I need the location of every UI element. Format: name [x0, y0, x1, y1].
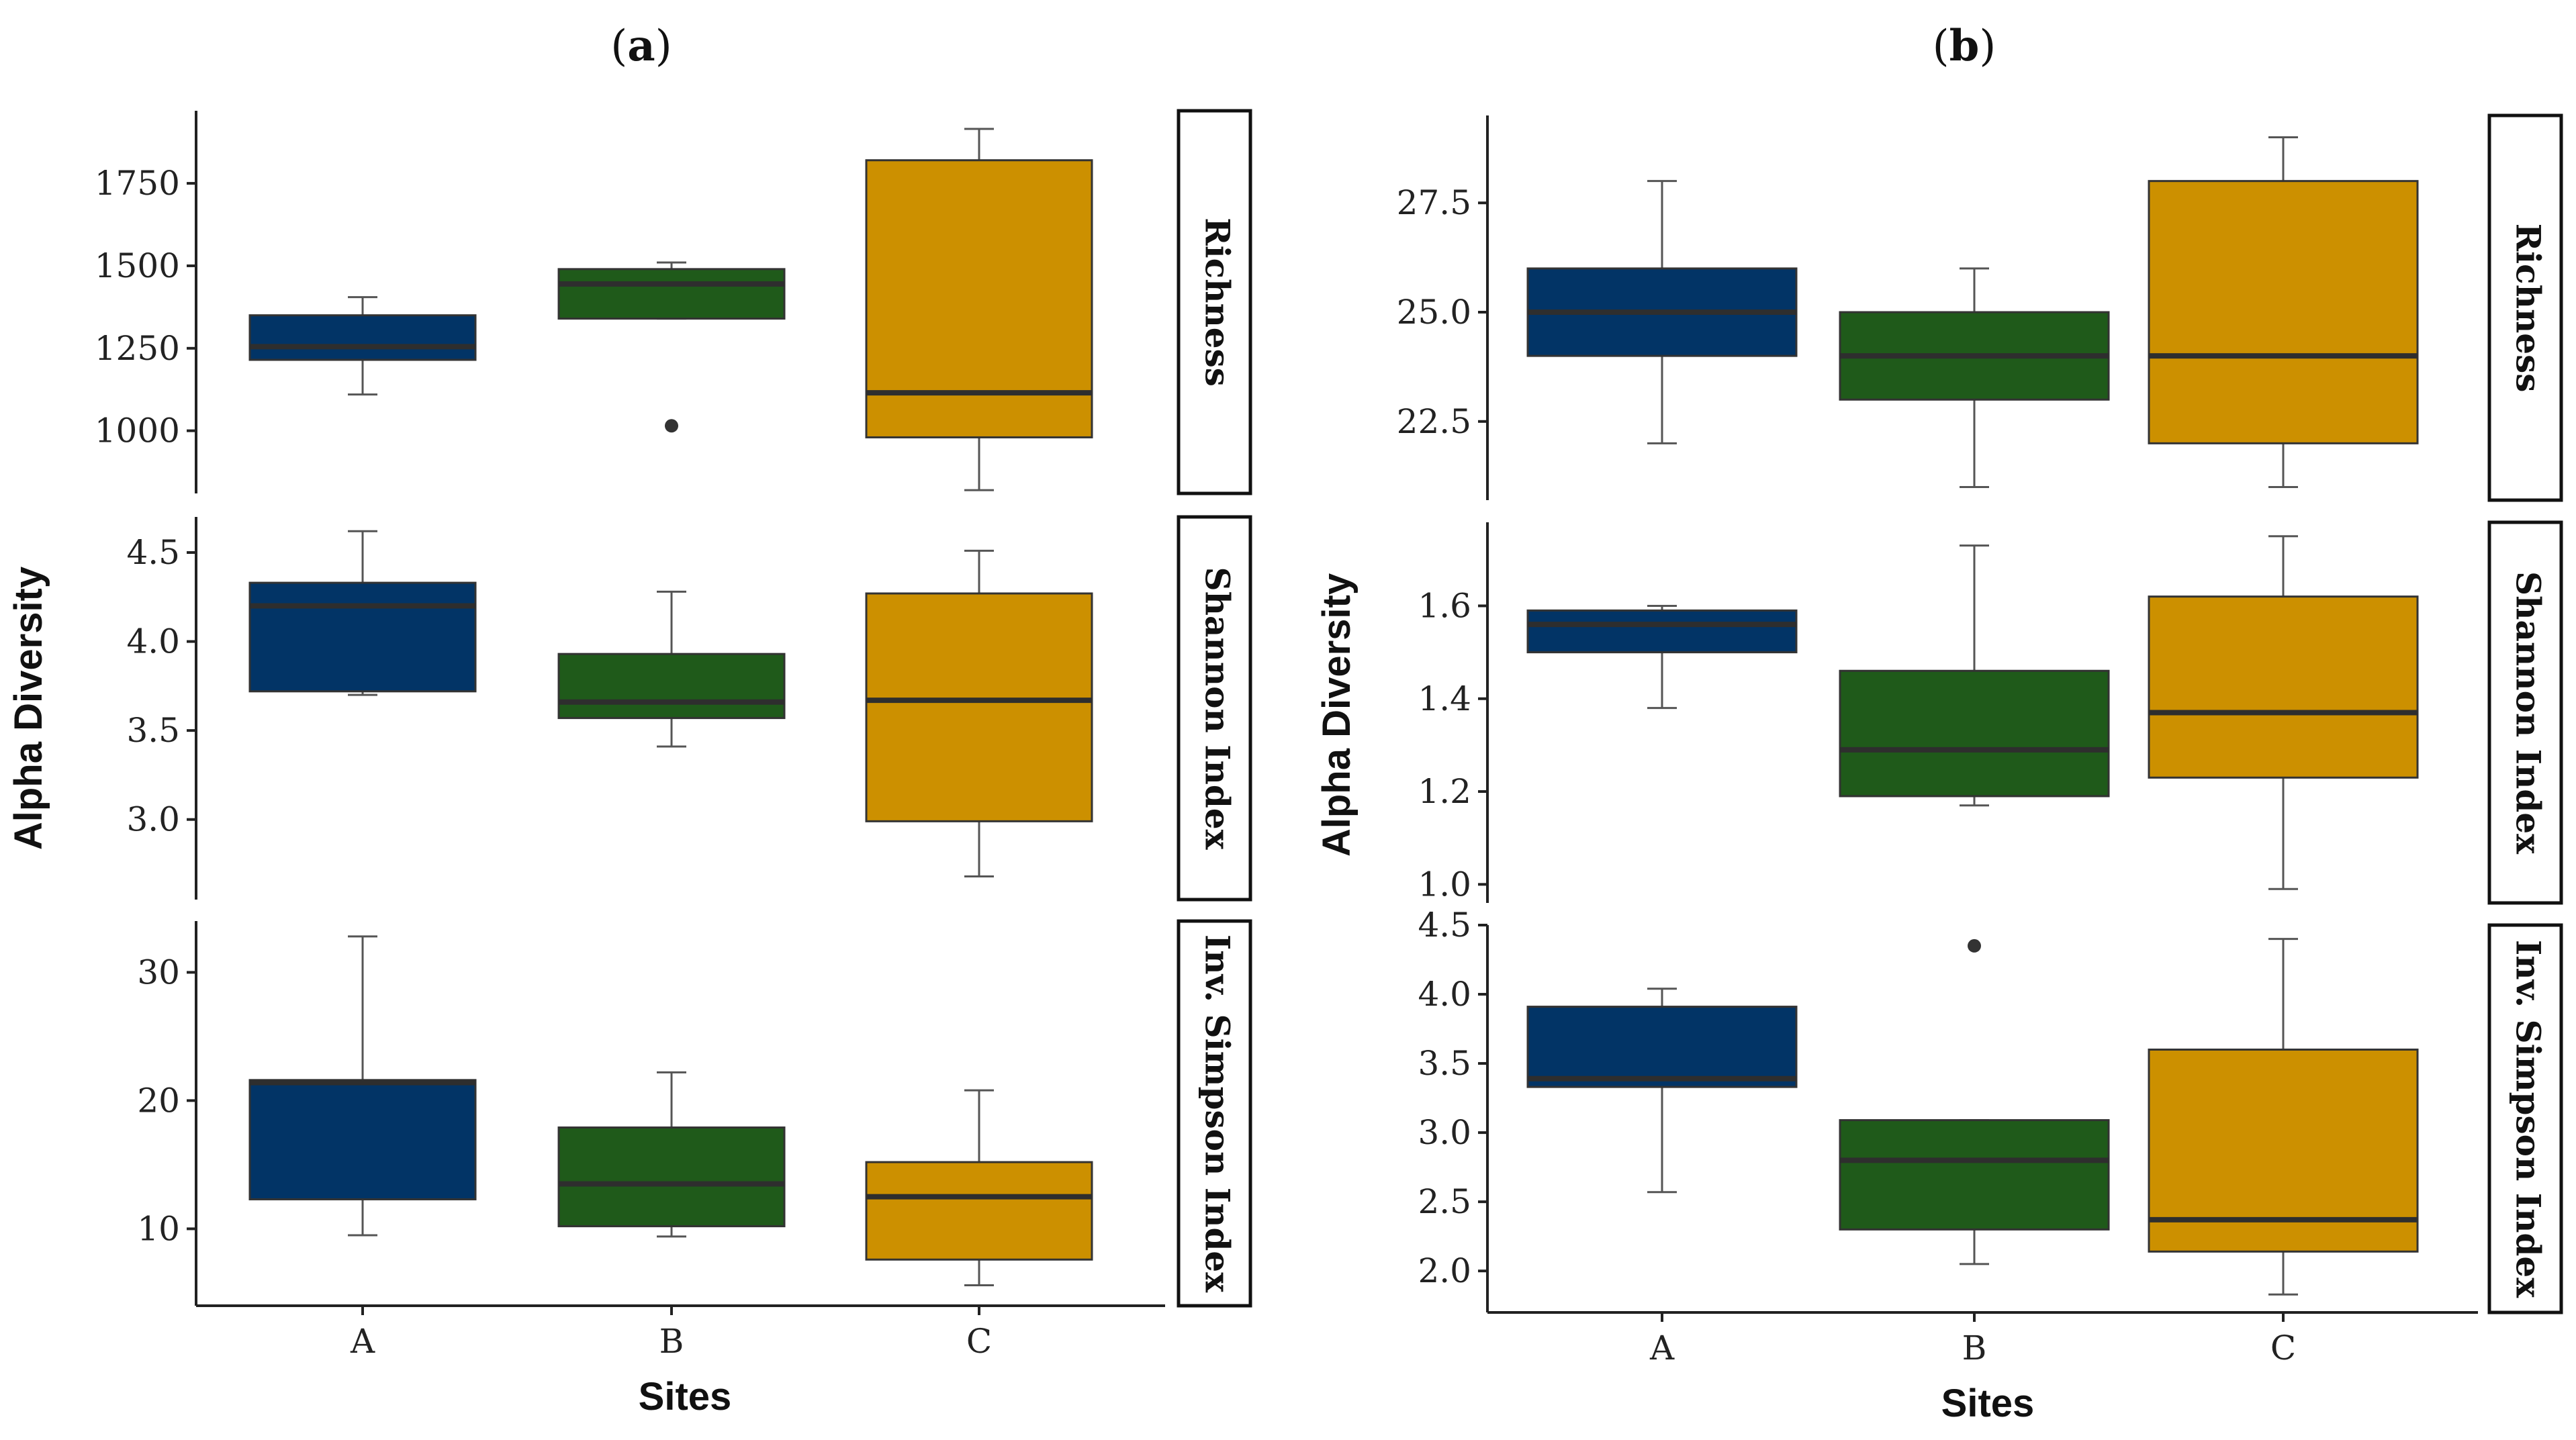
panel-label-close: ) [655, 21, 672, 71]
x-tick-label-c: C [2270, 1329, 2296, 1367]
x-tick-label-c: C [966, 1322, 992, 1361]
facet-richness: 22.5 25.0 27.5 Richness [1397, 113, 2563, 502]
box-body [557, 653, 786, 720]
x-tick-label-a: A [350, 1322, 375, 1361]
box-body [557, 1126, 786, 1228]
y-tick-label: 3.5 [126, 711, 180, 750]
box-body [865, 592, 1093, 822]
y-tick-label: 1000 [95, 412, 180, 450]
y-tick-label: 30 [137, 953, 180, 992]
panel-label-open: ( [610, 21, 627, 71]
box-site-c [2148, 535, 2419, 890]
facet-strip-label: Richness [1198, 218, 1238, 387]
y-tick-label: 2.0 [1418, 1251, 1471, 1290]
box-body [248, 1079, 477, 1200]
panel-label-close: ) [1979, 21, 1996, 71]
box-site-b [557, 1071, 786, 1238]
box-body [2148, 180, 2419, 444]
box-site-b [1839, 939, 2110, 1265]
box-site-c [865, 1089, 1093, 1286]
y-tick-label: 1750 [95, 164, 180, 203]
panel-label-a: (a) [610, 21, 672, 71]
chart-a: (a) Alpha Diversity 1000 1250 1500 1750 Richne… [7, 21, 1252, 1419]
box-body [1839, 1119, 2110, 1231]
box-site-b [1839, 544, 2110, 807]
facet-shannon-index: 1.0 1.2 1.4 1.6 Shannon Index [1418, 520, 2563, 905]
chart-b: (b) Alpha Diversity 22.5 25.0 27.5 Richness 1.… [1315, 21, 2563, 1425]
y-tick-label: 1500 [95, 246, 180, 285]
y-tick-label: 2.5 [1418, 1182, 1471, 1221]
box-site-a [248, 935, 477, 1237]
facet-richness: 1000 1250 1500 1750 Richness [95, 109, 1252, 495]
y-tick-label: 4.5 [126, 533, 180, 572]
y-tick-label: 25.0 [1397, 293, 1471, 332]
box-site-b [557, 261, 786, 433]
box-body [2148, 595, 2419, 779]
box-site-c [2148, 938, 2419, 1296]
y-tick-label: 1.0 [1418, 865, 1471, 904]
box-body [248, 314, 477, 361]
box-site-c [865, 128, 1093, 491]
y-tick-label: 22.5 [1397, 402, 1471, 441]
facet-strip-label: Shannon Index [2509, 571, 2548, 855]
x-axis-title: Sites [639, 1375, 732, 1419]
y-axis-title: Alpha Diversity [7, 567, 50, 850]
box-site-b [557, 590, 786, 748]
facet-strip-label: Richness [2509, 224, 2548, 393]
panel-label-letter: b [1949, 21, 1980, 71]
box-site-a [1526, 604, 1798, 710]
y-axis-title: Alpha Diversity [1315, 573, 1359, 857]
box-site-a [1526, 988, 1798, 1194]
y-tick-label: 1.2 [1418, 772, 1471, 811]
y-tick-label: 1.6 [1418, 586, 1471, 625]
outlier-point [1968, 939, 1981, 953]
y-tick-label: 4.0 [126, 622, 180, 661]
facet-inv-simpson-index: 10 20 30 Inv. Simpson Index [137, 919, 1252, 1308]
facet-strip-box [2487, 520, 2563, 905]
x-tick-label-b: B [1962, 1329, 1987, 1367]
y-tick-label: 3.0 [126, 800, 180, 839]
y-tick-label: 10 [137, 1209, 180, 1248]
box-body [1839, 669, 2110, 798]
y-tick-label: 4.5 [1418, 906, 1471, 945]
facet-strip-label: Inv. Simpson Index [2509, 940, 2548, 1298]
x-axis-title: Sites [1941, 1382, 2035, 1425]
panel-label-open: ( [1933, 21, 1949, 71]
facet-strip-box [2487, 923, 2563, 1314]
y-tick-label: 4.0 [1418, 975, 1471, 1014]
box-body [865, 159, 1093, 438]
x-tick-label-b: B [659, 1322, 684, 1361]
facet-strip-box [1177, 919, 1252, 1308]
box-site-a [1526, 180, 1798, 444]
box-site-c [2148, 136, 2419, 488]
box-body [865, 1161, 1093, 1261]
y-tick-label: 3.0 [1418, 1113, 1471, 1152]
box-body [1526, 1006, 1798, 1088]
facet-strip-box [1177, 109, 1252, 495]
facet-strip-label: Shannon Index [1198, 567, 1238, 851]
box-site-a [248, 296, 477, 396]
facet-strip-box [1177, 515, 1252, 902]
y-tick-label: 1250 [95, 329, 180, 368]
box-site-c [865, 549, 1093, 878]
box-body [557, 268, 786, 320]
facet-strip-box [2487, 113, 2563, 502]
y-tick-label: 1.4 [1418, 679, 1471, 718]
chart-layer: (a)Alpha Diversity1000125015001750Richne… [7, 21, 2563, 1425]
facet-strip-label: Inv. Simpson Index [1198, 934, 1238, 1293]
facet-shannon-index: 3.0 3.5 4.0 4.5 Shannon Index [126, 515, 1252, 902]
panel-label-b: (b) [1933, 21, 1996, 71]
x-tick-label-a: A [1649, 1329, 1675, 1367]
box-site-b [1839, 267, 2110, 488]
box-body [248, 581, 477, 693]
box-body [1526, 609, 1798, 654]
y-tick-label: 20 [137, 1081, 180, 1120]
facet-inv-simpson-index: 2.0 2.5 3.0 3.5 4.0 4.5 Inv. Simpson Index [1418, 906, 2563, 1314]
panel-label-letter: a [627, 21, 655, 71]
outlier-point [665, 419, 678, 433]
box-site-a [248, 530, 477, 696]
y-tick-label: 3.5 [1418, 1044, 1471, 1083]
y-tick-label: 27.5 [1397, 183, 1471, 222]
